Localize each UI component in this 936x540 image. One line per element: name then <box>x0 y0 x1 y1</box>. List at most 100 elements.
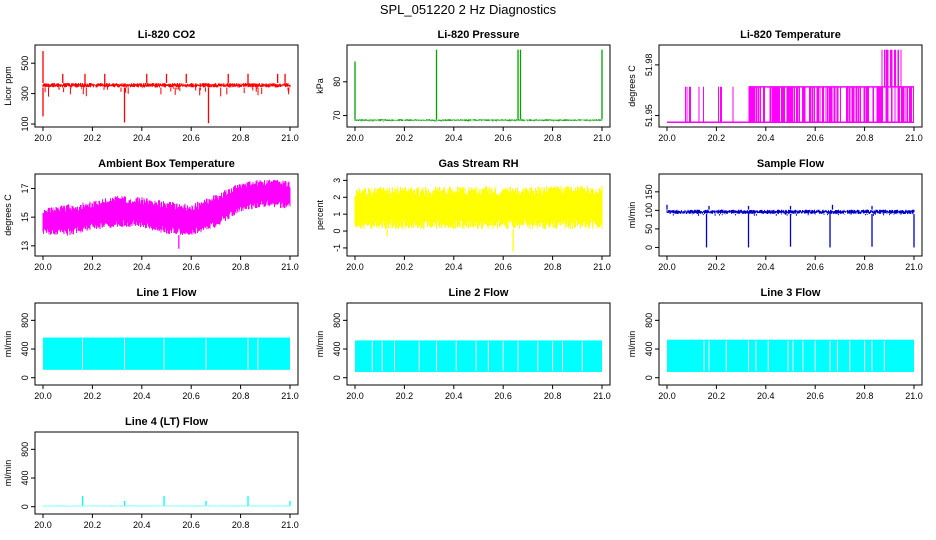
x-tick-label: 20.6 <box>182 262 200 272</box>
chart-line2: Line 2 Flow ml/min 20.0 20.2 20.4 20.6 20.8 21.… <box>315 287 611 401</box>
x-tick-label: 20.4 <box>445 391 463 401</box>
chart-title: Sample Flow <box>757 158 825 170</box>
x-tick-label: 20.4 <box>445 262 463 272</box>
y-tick-label: 70 <box>332 111 342 121</box>
x-tick-label: 20.6 <box>494 133 512 143</box>
y-tick-label: 50 <box>644 224 654 234</box>
x-tick-label: 20.6 <box>494 391 512 401</box>
series-line1 <box>43 337 290 370</box>
y-tick-label: 800 <box>20 442 30 457</box>
x-tick-label: 20.2 <box>84 520 102 530</box>
x-tick-label: 21.0 <box>281 133 299 143</box>
chart-title: Gas Stream RH <box>438 158 518 170</box>
x-tick-label: 20.8 <box>544 391 562 401</box>
y-axis-label: ml/min <box>627 202 637 229</box>
chart-rh: Gas Stream RH percent 20.0 20.2 20.4 20.6 20.8… <box>315 158 611 272</box>
y-axis-label: ml/min <box>315 331 325 358</box>
x-tick-label: 20.8 <box>856 262 874 272</box>
x-tick-label: 20.4 <box>757 262 775 272</box>
series-band <box>43 337 290 370</box>
chart-co2: Li-820 CO2 Licor ppm 20.0 20.2 20.4 20.6 20.8 2… <box>3 29 299 143</box>
plot-frame <box>34 44 299 128</box>
x-tick-label: 20.8 <box>544 133 562 143</box>
series-pressure <box>354 49 603 122</box>
y-axis-label: degrees C <box>3 194 13 236</box>
y-tick-label: 800 <box>20 313 30 328</box>
series-ambient <box>42 179 291 249</box>
x-tick-label: 20.8 <box>232 520 250 530</box>
y-tick-label: 0 <box>332 229 342 234</box>
y-tick-label: 150 <box>644 184 654 199</box>
chart-sample: Sample Flow ml/min 20.0 20.2 20.4 20.6 20.8 21.… <box>627 158 923 272</box>
x-tick-label: 21.0 <box>281 391 299 401</box>
x-tick-label: 20.2 <box>396 391 414 401</box>
chart-line4: Line 4 (LT) Flow ml/min 20.0 20.2 20.4 20.6 20… <box>3 416 299 530</box>
plot-frame <box>346 302 611 386</box>
chart-pressure: Li-820 Pressure kPa 20.0 20.2 20.4 20.6 20.8 21… <box>315 29 611 143</box>
plot-frame <box>34 431 299 515</box>
y-axis-label: degrees C <box>627 65 637 107</box>
y-tick-label: 0 <box>644 375 654 380</box>
y-tick-label: 400 <box>332 342 342 357</box>
x-tick-label: 20.4 <box>133 133 151 143</box>
y-tick-label: 13 <box>20 241 30 251</box>
chart-title: Line 2 Flow <box>449 287 509 299</box>
series-temp <box>667 49 914 124</box>
x-tick-label: 20.8 <box>232 262 250 272</box>
x-tick-label: 20.4 <box>757 133 775 143</box>
x-tick-label: 21.0 <box>905 391 923 401</box>
x-tick-label: 20.2 <box>708 262 726 272</box>
x-tick-label: 20.2 <box>84 262 102 272</box>
x-tick-label: 20.4 <box>133 391 151 401</box>
x-tick-label: 20.0 <box>658 391 676 401</box>
chart-temp: Li-820 Temperature degrees C 20.0 20.2 20.4 2… <box>627 29 923 143</box>
series-band <box>667 339 914 372</box>
y-tick-label: 800 <box>332 313 342 328</box>
x-tick-label: 20.4 <box>133 262 151 272</box>
x-tick-label: 20.0 <box>34 520 52 530</box>
chart-title: Li-820 Temperature <box>740 29 841 41</box>
x-tick-label: 21.0 <box>281 520 299 530</box>
series-noise <box>44 87 290 97</box>
y-tick-label: 100 <box>644 203 654 218</box>
x-tick-label: 20.0 <box>658 133 676 143</box>
chart-title: Li-820 CO2 <box>138 29 195 41</box>
series-trace <box>685 49 914 123</box>
chart-title: Line 1 Flow <box>137 287 197 299</box>
x-tick-label: 21.0 <box>905 262 923 272</box>
y-tick-label: 500 <box>20 56 30 71</box>
x-tick-label: 20.0 <box>658 262 676 272</box>
series-noise <box>672 214 914 216</box>
x-tick-label: 21.0 <box>281 262 299 272</box>
y-tick-label: 0 <box>20 504 30 509</box>
y-tick-label: 1 <box>332 212 342 217</box>
series-trace <box>42 179 291 236</box>
x-tick-label: 21.0 <box>905 133 923 143</box>
x-tick-label: 20.6 <box>494 262 512 272</box>
y-tick-label: 300 <box>20 86 30 101</box>
x-tick-label: 20.2 <box>396 262 414 272</box>
y-tick-label: 100 <box>20 116 30 131</box>
x-tick-label: 20.6 <box>806 391 824 401</box>
x-tick-label: 21.0 <box>593 391 611 401</box>
x-tick-label: 21.0 <box>593 262 611 272</box>
y-axis-label: percent <box>315 199 325 230</box>
plot-frame <box>658 302 923 386</box>
chart-line3: Line 3 Flow ml/min 20.0 20.2 20.4 20.6 20.8 21.… <box>627 287 923 401</box>
plot-frame <box>658 44 923 128</box>
x-tick-label: 20.8 <box>232 133 250 143</box>
x-tick-label: 20.0 <box>346 133 364 143</box>
x-tick-label: 21.0 <box>593 133 611 143</box>
x-tick-label: 20.2 <box>708 133 726 143</box>
chart-title: Li-820 Pressure <box>438 29 520 41</box>
y-tick-label: 400 <box>20 471 30 486</box>
plot-frame <box>34 302 299 386</box>
y-tick-label: 2 <box>332 195 342 200</box>
y-tick-label: 51.95 <box>644 104 654 127</box>
x-tick-label: 20.6 <box>806 133 824 143</box>
x-tick-label: 20.0 <box>34 262 52 272</box>
plot-frame <box>346 44 611 128</box>
chart-line1: Line 1 Flow ml/min 20.0 20.2 20.4 20.6 20.8 21.… <box>3 287 299 401</box>
chart-title: Line 4 (LT) Flow <box>125 416 208 428</box>
